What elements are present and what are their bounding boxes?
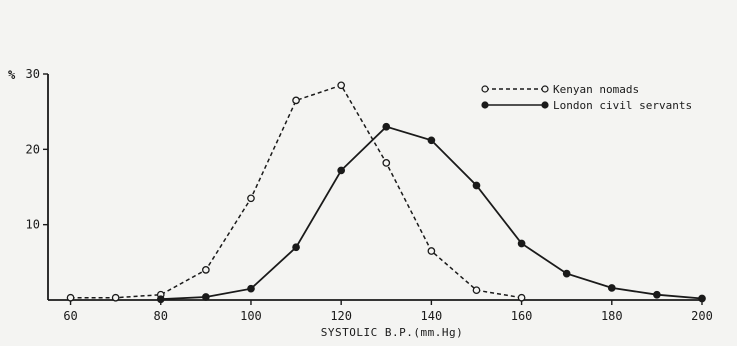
x-tick-label-140: 140 [421,309,443,323]
series-0-point-8 [427,247,436,255]
series-0-point-3 [202,266,210,274]
series-0-point-6 [337,81,346,90]
series-1-point-12 [698,294,706,303]
axes: 60 80 100 120 140 160 180 200 10 20 30 [26,67,713,323]
x-tick-label-120: 120 [330,309,352,323]
series-0-point-4 [247,194,255,203]
legend-label-0: Kenyan nomads [553,83,639,96]
series-0-point-1 [111,293,120,302]
series-line-1 [160,125,703,301]
series-0 [66,81,526,302]
series-1-point-2 [247,284,255,293]
series-1 [156,122,706,304]
series-0-point-0 [66,293,75,302]
y-axis-unit: % [8,68,16,82]
series-1-point-7 [472,181,481,190]
legend-label-1: London civil servants [553,99,692,112]
series-1-point-6 [427,136,436,145]
series-1-point-8 [517,239,526,248]
series-1-point-9 [562,269,571,278]
legend-item-0: Kenyan nomads [481,83,639,96]
legend: Kenyan nomads London civil servants [481,83,692,112]
series-0-point-5 [292,96,300,105]
x-tick-label-60: 60 [63,309,77,323]
legend-marker-1-1 [541,101,549,109]
legend-marker-0-0 [481,85,489,93]
series-0-point-7 [382,159,391,167]
series-1-point-0 [156,295,165,304]
y-tick-label-30: 30 [26,67,40,81]
series-1-point-10 [607,284,616,292]
legend-item-1: London civil servants [481,99,692,112]
x-tick-label-200: 200 [691,309,713,323]
x-axis-title: SYSTOLIC B.P.(mm.Hg) [321,326,463,339]
x-tick-label-160: 160 [511,309,533,323]
series-1-point-1 [202,293,210,301]
x-tick-label-180: 180 [601,309,623,323]
series-line-0 [70,84,522,299]
legend-marker-0-1 [541,85,549,93]
series-layer [66,81,706,304]
legend-marker-1-0 [481,101,489,109]
y-tick-label-10: 10 [26,218,40,232]
series-1-point-5 [382,122,391,131]
x-tick-label-100: 100 [240,309,262,323]
series-1-point-3 [292,243,300,252]
y-tick-label-20: 20 [26,142,40,156]
x-tick-label-80: 80 [154,309,168,323]
series-1-point-4 [337,166,346,175]
series-0-point-10 [517,293,526,302]
series-0-point-9 [472,286,481,295]
series-1-point-11 [653,290,661,299]
